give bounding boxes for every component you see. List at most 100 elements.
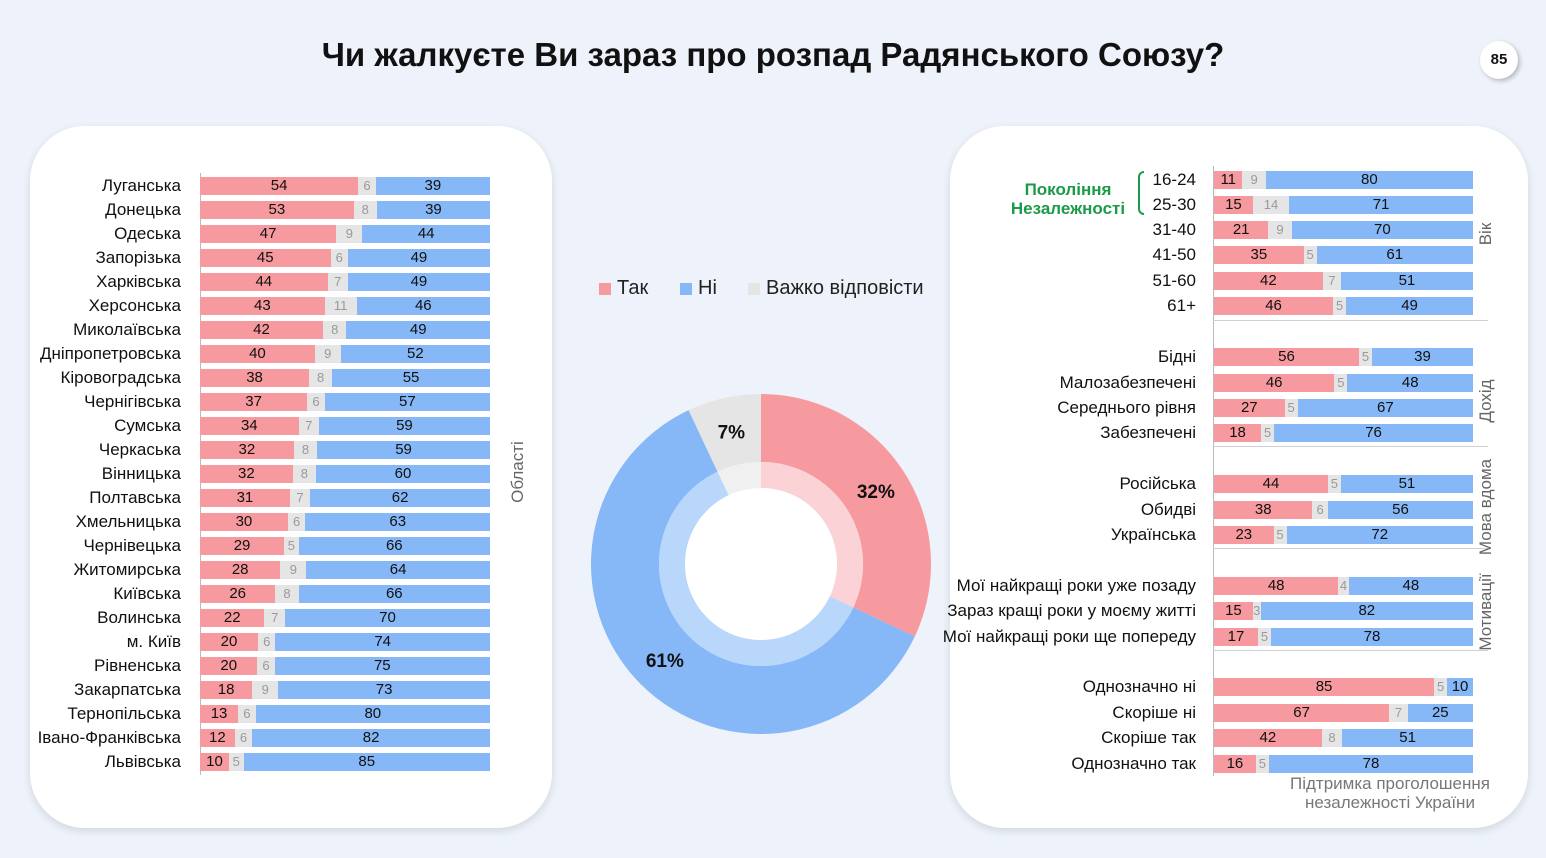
legend-item: Так — [599, 277, 648, 300]
dk-segment: 5 — [1327, 475, 1341, 493]
category-label: Сумська — [114, 416, 181, 435]
dk-segment: 9 — [1268, 221, 1292, 239]
category-label: Закарпатська — [74, 680, 181, 699]
category-label: Українська — [1110, 525, 1196, 544]
dk-segment: 5 — [1255, 755, 1269, 773]
yes-segment: 48 — [1214, 577, 1339, 595]
no-segment: 39 — [376, 201, 490, 219]
no-segment: 82 — [252, 729, 490, 747]
yes-segment: 67 — [1214, 704, 1390, 722]
legend-swatch — [599, 282, 611, 295]
no-segment: 80 — [255, 705, 490, 723]
no-segment: 66 — [298, 585, 490, 603]
group-separator — [1213, 548, 1488, 549]
yes-segment: 44 — [1214, 475, 1328, 493]
yes-segment: 44 — [200, 273, 328, 291]
group-label: Підтримка проголошення незалежності Укра… — [1290, 774, 1490, 812]
category-label: 41-50 — [1152, 245, 1196, 264]
no-segment: 62 — [310, 489, 490, 507]
no-segment: 55 — [332, 369, 490, 387]
yes-segment: 46 — [1214, 297, 1334, 315]
category-label: Малозабезпечені — [1059, 373, 1196, 392]
yes-segment: 31 — [200, 489, 290, 507]
group-label: Мотивації — [1476, 573, 1495, 651]
dk-segment: 5 — [1273, 526, 1287, 544]
category-label: м. Київ — [126, 632, 181, 651]
yes-segment: 27 — [1214, 399, 1285, 417]
no-segment: 76 — [1274, 424, 1473, 442]
category-label: Дніпропетровська — [39, 344, 181, 363]
no-segment: 85 — [243, 753, 490, 771]
no-segment: 78 — [1270, 628, 1473, 646]
yes-segment: 40 — [200, 345, 315, 363]
donut-slice — [761, 394, 931, 637]
no-segment: 49 — [347, 273, 490, 291]
dk-segment: 5 — [1333, 297, 1347, 315]
dk-segment: 8 — [309, 369, 333, 387]
yes-segment: 56 — [1214, 348, 1360, 366]
no-segment: 48 — [1347, 374, 1473, 392]
donut-value-label: 61% — [646, 651, 684, 672]
dk-segment: 8 — [275, 585, 299, 603]
dk-segment: 5 — [1258, 628, 1271, 646]
yes-segment: 17 — [1214, 628, 1259, 646]
dk-segment: 8 — [293, 441, 318, 459]
dk-segment: 5 — [1284, 399, 1298, 417]
legend-swatch — [680, 282, 692, 295]
no-segment: 70 — [284, 609, 490, 627]
yes-segment: 37 — [200, 393, 308, 411]
yes-segment: 30 — [200, 513, 288, 531]
dk-segment: 9 — [336, 225, 363, 243]
category-label: Луганська — [101, 176, 181, 195]
dk-segment: 5 — [1261, 424, 1275, 442]
yes-segment: 26 — [200, 585, 276, 603]
dk-segment: 3 — [1252, 602, 1261, 620]
category-label: 16-24 — [1152, 170, 1196, 189]
no-segment: 10 — [1447, 678, 1473, 696]
dk-segment: 7 — [298, 417, 319, 435]
no-segment: 74 — [275, 633, 490, 651]
no-segment: 60 — [316, 465, 490, 483]
group-separator — [1213, 446, 1488, 447]
dk-segment: 5 — [284, 537, 299, 555]
dk-segment: 6 — [358, 177, 376, 195]
dk-segment: 5 — [1334, 374, 1348, 392]
yes-segment: 38 — [1214, 501, 1313, 519]
category-label: Київська — [113, 584, 181, 603]
yes-segment: 10 — [200, 753, 229, 771]
category-label: Кіровоградська — [60, 368, 181, 387]
page-number-badge: 85 — [1480, 41, 1518, 79]
category-label: Запорізька — [95, 248, 181, 267]
category-label: Мої найкращі роки уже позаду — [956, 576, 1196, 595]
yes-segment: 18 — [200, 681, 253, 699]
yes-segment: 38 — [200, 369, 310, 387]
no-segment: 75 — [274, 657, 490, 675]
dk-segment: 7 — [1322, 272, 1341, 290]
dk-segment: 8 — [292, 465, 316, 483]
no-segment: 78 — [1268, 755, 1473, 773]
yes-segment: 34 — [200, 417, 299, 435]
category-label: Миколаївська — [73, 320, 181, 339]
no-segment: 82 — [1260, 602, 1473, 620]
yes-segment: 21 — [1214, 221, 1269, 239]
yes-segment: 35 — [1214, 246, 1304, 264]
category-label: Тернопільська — [67, 704, 181, 723]
category-label: 61+ — [1167, 296, 1196, 315]
yes-segment: 12 — [200, 729, 235, 747]
no-segment: 49 — [347, 249, 490, 267]
dk-segment: 5 — [1434, 678, 1448, 696]
yes-segment: 85 — [1214, 678, 1435, 696]
no-segment: 64 — [306, 561, 490, 579]
donut-value-label: 32% — [857, 482, 895, 503]
dk-segment: 6 — [307, 393, 325, 411]
no-segment: 67 — [1297, 399, 1473, 417]
no-segment: 39 — [375, 177, 490, 195]
donut-value-label: 7% — [718, 422, 746, 443]
category-label: 51-60 — [1152, 271, 1196, 290]
category-label: Російська — [1119, 474, 1196, 493]
category-label: Івано-Франківська — [37, 728, 181, 747]
category-label: Мої найкращі роки ще попереду — [942, 627, 1196, 646]
category-label: Хмельницька — [75, 512, 181, 531]
group-label: Області — [508, 441, 527, 503]
category-label: Черкаська — [98, 440, 181, 459]
